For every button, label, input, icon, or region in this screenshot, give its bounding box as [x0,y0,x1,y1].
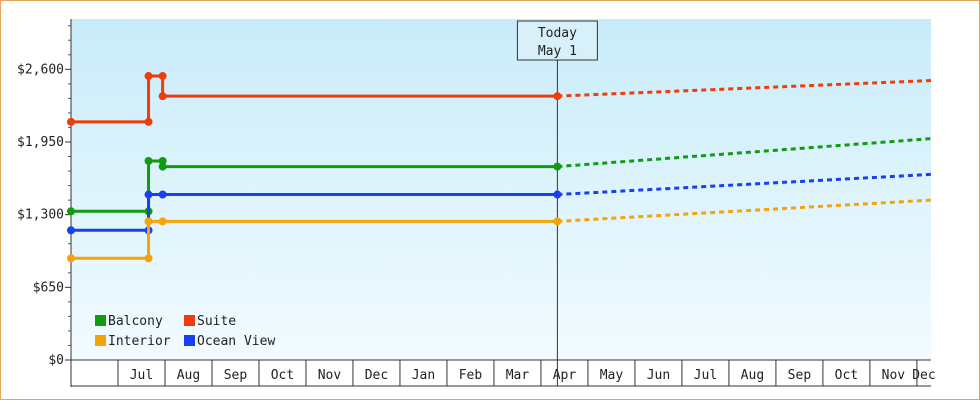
data-point [144,217,153,226]
today-box [516,20,598,61]
x-tick-label: Nov [318,368,342,383]
y-tick-label: $2,600 [17,62,64,77]
y-tick-label: $1,950 [17,135,64,150]
legend-label: Suite [197,314,236,329]
legend-label: Balcony [108,314,163,329]
data-point [158,156,167,165]
x-axis: Jul Aug Sep Oct Nov Dec Jan Feb Mar Apr May Jun Jul A… [70,359,936,387]
y-tick-label: $0 [48,353,64,368]
data-point [158,190,167,199]
plot-background [71,19,931,360]
legend-label: Interior [108,334,171,349]
x-tick-label: Dec [365,368,388,383]
x-tick-label: Apr [553,368,577,383]
data-point [553,190,562,199]
x-tick-label: Oct [835,368,858,383]
x-tick-label: Sep [224,368,248,383]
series-line [71,74,558,124]
x-tick-label: Mar [506,368,530,383]
data-point [553,162,562,171]
x-tick-label: Jun [647,368,670,383]
x-tick-label: Aug [741,368,764,383]
x-tick-label: Nov [882,368,906,383]
data-point [553,217,562,226]
legend-swatch [95,335,106,346]
x-tick-label: Oct [271,368,294,383]
x-tick-label: Jul [694,368,717,383]
legend-swatch [184,335,195,346]
y-tick-label: $650 [33,280,64,295]
x-tick-label: Dec [912,368,935,383]
data-point [144,254,153,263]
data-point [144,156,153,165]
legend-swatch [95,315,106,326]
series-line [71,159,558,213]
today-marker: Today May 1 [516,20,598,386]
legend-label: Ocean View [197,334,275,349]
data-point [144,72,153,81]
data-point [158,217,167,226]
y-tick-label: $1,300 [17,208,64,223]
legend: Balcony Suite Interior Ocean View [95,314,275,349]
today-date-label: May 1 [538,44,577,59]
today-label: Today [538,26,577,41]
data-point [158,162,167,171]
data-point [67,254,75,263]
data-point [67,207,75,216]
data-point [158,92,167,101]
data-point [144,190,153,199]
legend-swatch [184,315,195,326]
x-tick-label: May [600,368,624,383]
y-axis: $0 $650 $1,300 $1,950 $2,600 [17,19,72,387]
data-point [158,72,167,81]
x-tick-label: Jan [412,368,435,383]
data-point [144,117,153,126]
data-point [67,117,75,126]
x-tick-label: Sep [788,368,812,383]
x-tick-label: Feb [459,368,483,383]
data-point [67,226,75,235]
series-layer [67,72,932,263]
x-tick-label: Aug [177,368,200,383]
x-tick-label: Jul [130,368,153,383]
data-point [553,92,562,101]
